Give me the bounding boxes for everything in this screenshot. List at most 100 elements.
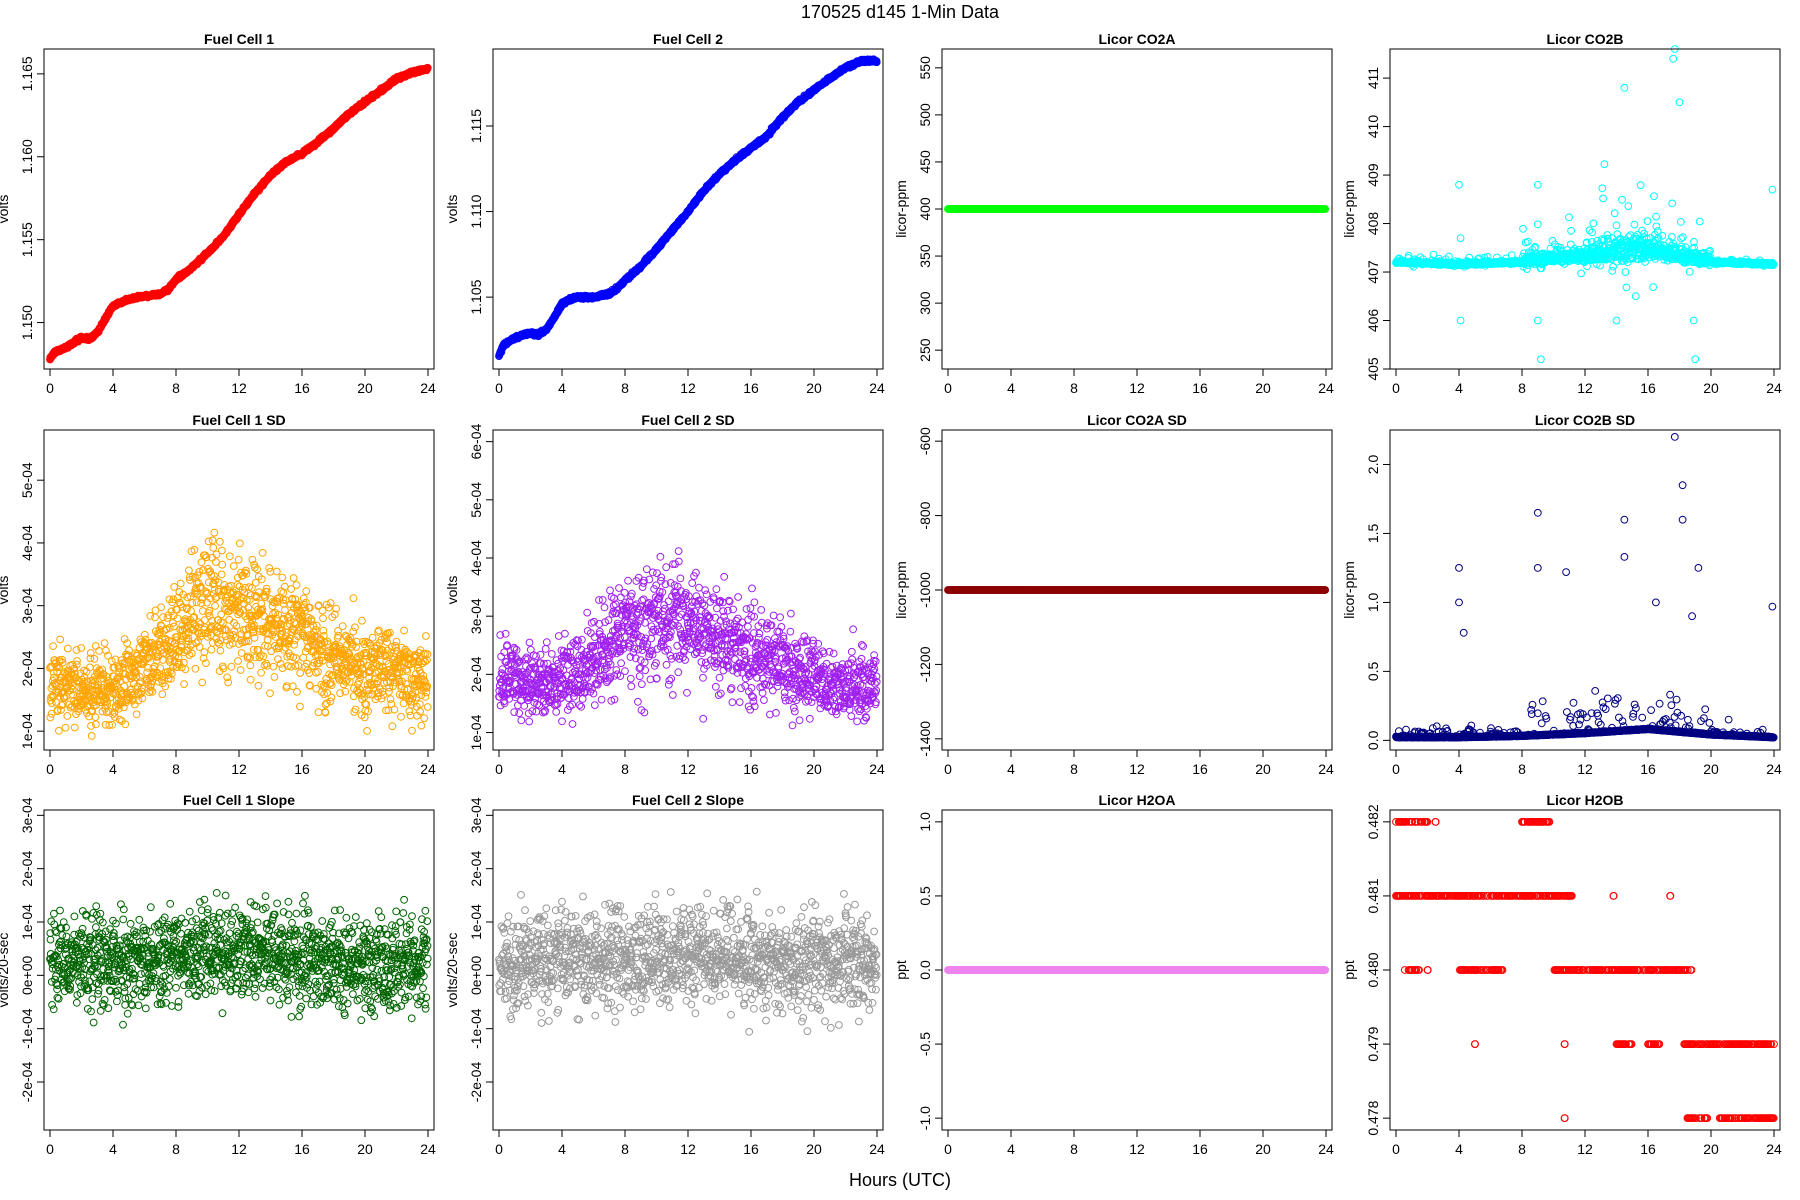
data-point bbox=[1630, 220, 1639, 229]
data-point bbox=[55, 726, 63, 735]
x-tick-label: 4 bbox=[1007, 380, 1015, 396]
data-point bbox=[1638, 235, 1647, 244]
data-point bbox=[58, 658, 67, 667]
data-point bbox=[1600, 160, 1609, 169]
data-point bbox=[1610, 209, 1619, 218]
data-point bbox=[1690, 238, 1698, 246]
data-point bbox=[1677, 234, 1686, 243]
x-tick-label: 4 bbox=[558, 380, 566, 396]
x-tick-label: 8 bbox=[172, 380, 180, 396]
figure-title: 170525 d145 1-Min Data bbox=[800, 2, 1000, 22]
data-point bbox=[1769, 260, 1778, 269]
x-tick-label: 8 bbox=[1518, 380, 1526, 396]
data-point bbox=[1321, 205, 1330, 213]
data-point bbox=[1429, 250, 1438, 259]
data-point bbox=[1533, 220, 1542, 229]
x-tick-label: 24 bbox=[1318, 380, 1334, 396]
data-point bbox=[1585, 226, 1594, 235]
y-axis-label: volts bbox=[444, 195, 460, 224]
data-point bbox=[1624, 202, 1633, 211]
data-point bbox=[1618, 195, 1626, 204]
y-tick-label: 405 bbox=[1365, 357, 1381, 381]
data-point bbox=[423, 63, 432, 72]
y-axis-label: licor-ppm bbox=[1341, 180, 1357, 238]
panel-title: Fuel Cell 2 bbox=[653, 31, 723, 47]
data-point bbox=[1679, 233, 1687, 242]
data-point bbox=[1456, 234, 1465, 243]
x-tick-label: 20 bbox=[806, 380, 822, 396]
y-tick-label: 350 bbox=[917, 244, 933, 268]
data-point bbox=[1620, 83, 1629, 92]
x-tick-label: 0 bbox=[1392, 380, 1400, 396]
data-point bbox=[57, 706, 65, 714]
y-axis-label: volts bbox=[0, 576, 11, 605]
data-point bbox=[1577, 269, 1586, 278]
y-tick-label: 250 bbox=[917, 338, 933, 362]
data-point bbox=[1612, 221, 1621, 230]
data-point bbox=[1602, 255, 1610, 264]
data-point bbox=[1533, 316, 1542, 325]
x-tick-label: 16 bbox=[294, 380, 310, 396]
data-point bbox=[53, 706, 62, 714]
data-point bbox=[1642, 234, 1651, 243]
data-point bbox=[58, 655, 66, 664]
data-point bbox=[1588, 228, 1597, 237]
y-tick-label: 406 bbox=[1365, 309, 1381, 333]
data-point bbox=[1455, 180, 1463, 189]
y-tick-label: 500 bbox=[917, 103, 933, 127]
x-tick-label: 24 bbox=[420, 380, 436, 396]
data-point bbox=[49, 642, 57, 651]
data-point bbox=[61, 723, 70, 732]
y-tick-label: 1.155 bbox=[19, 222, 35, 257]
data-points bbox=[1392, 45, 1778, 364]
x-tick-label: 0 bbox=[46, 380, 54, 396]
x-tick-label: 16 bbox=[1640, 380, 1656, 396]
data-point bbox=[1621, 268, 1630, 276]
data-point bbox=[1609, 262, 1618, 271]
data-point bbox=[1650, 192, 1658, 201]
x-tick-label: 0 bbox=[495, 380, 503, 396]
data-point bbox=[1675, 98, 1684, 107]
data-point bbox=[58, 688, 67, 697]
data-point bbox=[1598, 184, 1607, 193]
y-tick-label: 450 bbox=[917, 150, 933, 174]
data-point bbox=[1583, 262, 1592, 271]
x-tick-label: 12 bbox=[1577, 380, 1593, 396]
data-point bbox=[1652, 212, 1661, 221]
data-point bbox=[872, 58, 881, 67]
x-tick-label: 0 bbox=[944, 380, 952, 396]
y-tick-label: 1.165 bbox=[19, 56, 35, 91]
data-point bbox=[1665, 237, 1674, 246]
x-tick-label: 20 bbox=[1703, 380, 1719, 396]
x-tick-label: 8 bbox=[1070, 380, 1078, 396]
x-tick-label: 12 bbox=[680, 380, 696, 396]
data-point bbox=[1565, 213, 1573, 222]
x-tick-label: 16 bbox=[1192, 380, 1208, 396]
data-point bbox=[1533, 180, 1542, 189]
data-point bbox=[1649, 283, 1658, 292]
data-point bbox=[1668, 199, 1677, 208]
data-point bbox=[46, 713, 55, 722]
data-point bbox=[1768, 185, 1777, 194]
data-point bbox=[1612, 316, 1621, 325]
data-point bbox=[1669, 54, 1678, 63]
data-point bbox=[1589, 219, 1598, 228]
y-tick-label: 300 bbox=[917, 291, 933, 315]
y-tick-label: 1.105 bbox=[468, 279, 484, 314]
data-point bbox=[1695, 217, 1704, 226]
y-axis-label: volts bbox=[0, 195, 11, 224]
data-points bbox=[495, 55, 881, 361]
data-point bbox=[1567, 226, 1576, 235]
y-axis-label: licor-ppm bbox=[893, 180, 909, 238]
data-point bbox=[1676, 218, 1685, 226]
plot-frame bbox=[1389, 48, 1781, 370]
y-tick-label: 1.160 bbox=[19, 139, 35, 174]
y-tick-label: 411 bbox=[1365, 67, 1381, 90]
data-point bbox=[1599, 236, 1608, 245]
y-tick-label: 1.115 bbox=[468, 109, 484, 143]
x-tick-label: 24 bbox=[869, 380, 885, 396]
data-point bbox=[1622, 283, 1631, 292]
